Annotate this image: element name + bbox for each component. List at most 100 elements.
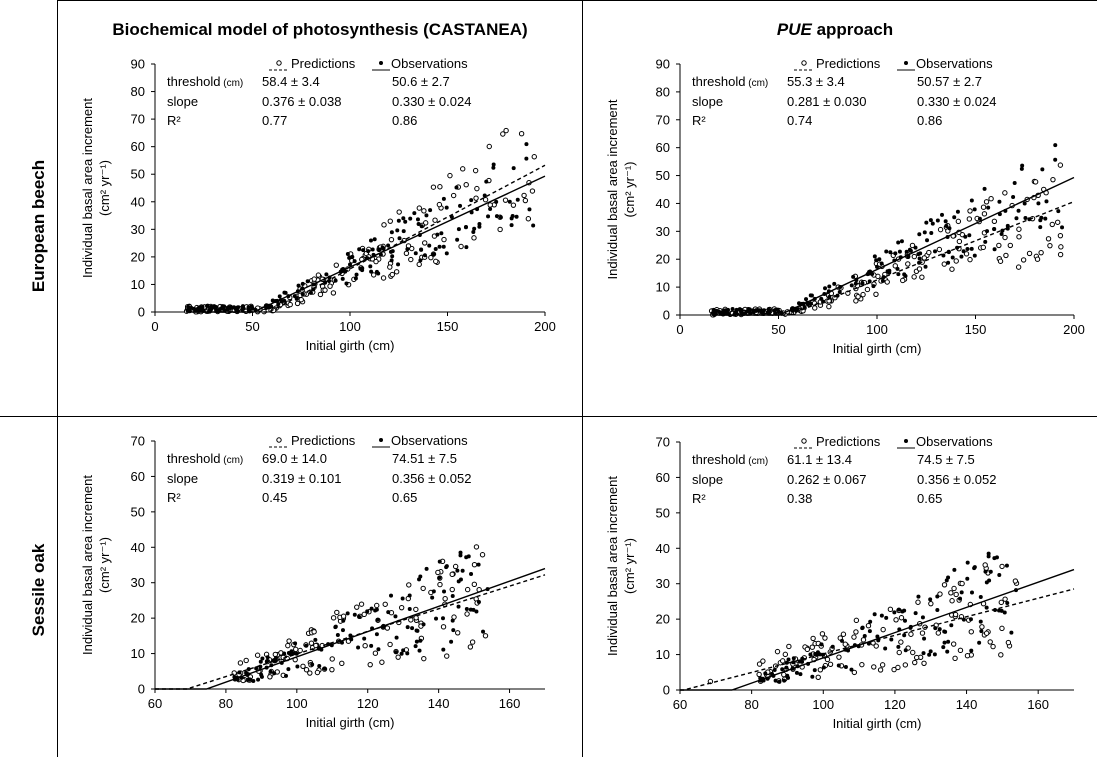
observation-point [471, 230, 476, 235]
observation-point [258, 659, 263, 664]
y-tick-label: 0 [663, 683, 670, 698]
y-axis-unit-label: (cm² yr⁻¹) [622, 162, 637, 218]
prediction-point [237, 660, 244, 666]
observation-point [977, 640, 982, 645]
observation-point [310, 662, 315, 667]
stats-slope-value: 0.281 ± 0.030 [787, 94, 866, 109]
observation-point [760, 308, 765, 313]
observation-point [972, 253, 977, 258]
stats-threshold-unit: (cm) [745, 78, 768, 89]
observation-point [256, 677, 261, 682]
observation-point [251, 678, 256, 683]
observation-point [417, 648, 422, 653]
observation-point [983, 239, 988, 244]
observation-point [362, 636, 367, 641]
observation-point [896, 644, 901, 649]
prediction-point [372, 650, 379, 656]
prediction-point [437, 581, 443, 588]
prediction-point [420, 585, 426, 592]
observation-point [304, 643, 309, 648]
prediction-point [871, 664, 877, 670]
observation-point [265, 655, 270, 660]
observation-point [369, 643, 374, 648]
observation-point [368, 238, 373, 243]
observation-point [341, 618, 346, 623]
prediction-point [1015, 264, 1022, 270]
prediction-point [307, 670, 313, 676]
prediction-point [983, 199, 990, 205]
observation-point [390, 254, 395, 259]
observation-point [396, 262, 401, 267]
observation-point [902, 608, 907, 613]
y-tick-label: 30 [656, 576, 670, 591]
prediction-point [887, 606, 894, 613]
observation-point [412, 211, 417, 216]
prediction-point [949, 598, 955, 604]
prediction-point [916, 266, 923, 272]
observation-point [875, 634, 880, 639]
y-tick-label: 50 [131, 167, 145, 182]
prediction-point [471, 562, 478, 568]
observation-point [918, 251, 923, 256]
stats-slope-value: 0.376 ± 0.038 [262, 94, 341, 109]
prediction-point [908, 631, 914, 637]
observation-point [1044, 199, 1049, 204]
legend-observation-marker [904, 61, 908, 65]
observation-point [917, 256, 922, 261]
observation-point [228, 305, 233, 310]
prediction-point [1012, 578, 1019, 584]
observation-point [988, 569, 993, 574]
prediction-point [915, 599, 921, 605]
observation-point [917, 232, 922, 237]
observation-point [375, 617, 380, 622]
observation-point [883, 646, 888, 651]
stats-r2-label: R² [692, 113, 706, 128]
prediction-point [980, 204, 987, 210]
prediction-fit-line [186, 164, 546, 313]
observation-point [407, 606, 412, 611]
observation-point [932, 652, 937, 657]
prediction-point [873, 643, 879, 649]
prediction-point [902, 662, 909, 668]
observation-point [1036, 201, 1041, 206]
observation-point [437, 559, 442, 564]
y-tick-label: 60 [131, 139, 145, 154]
prediction-point [911, 253, 918, 260]
observation-point [946, 639, 951, 644]
observation-point [843, 664, 848, 669]
observation-point [350, 254, 355, 259]
y-tick-label: 60 [656, 140, 670, 155]
observation-point [1012, 181, 1017, 186]
observation-point [437, 244, 442, 249]
observation-point [913, 611, 918, 616]
prediction-point [452, 563, 459, 570]
observation-point [968, 617, 973, 622]
observation-point [354, 272, 359, 277]
prediction-point [860, 291, 866, 298]
prediction-point [998, 599, 1004, 606]
prediction-point [1057, 251, 1064, 258]
observation-point [1043, 216, 1048, 221]
observation-point [376, 647, 381, 652]
prediction-point [957, 647, 964, 654]
prediction-point [408, 256, 414, 263]
observation-point [454, 185, 459, 190]
observation-point [896, 240, 901, 245]
observation-point [872, 254, 877, 259]
observation-point [286, 667, 291, 672]
observation-point [368, 264, 373, 269]
prediction-point [774, 648, 781, 655]
observation-point [393, 614, 398, 619]
prediction-point [393, 269, 400, 275]
prediction-point [387, 641, 393, 648]
observation-point [963, 234, 968, 239]
observation-point [471, 607, 476, 612]
observation-point [1014, 216, 1019, 221]
observation-point [293, 641, 298, 646]
observation-point [965, 576, 970, 581]
legend-prediction-marker [276, 60, 282, 66]
prediction-point [998, 652, 1004, 658]
observation-point [474, 609, 479, 614]
observation-point [885, 269, 890, 274]
observation-point [977, 216, 982, 221]
